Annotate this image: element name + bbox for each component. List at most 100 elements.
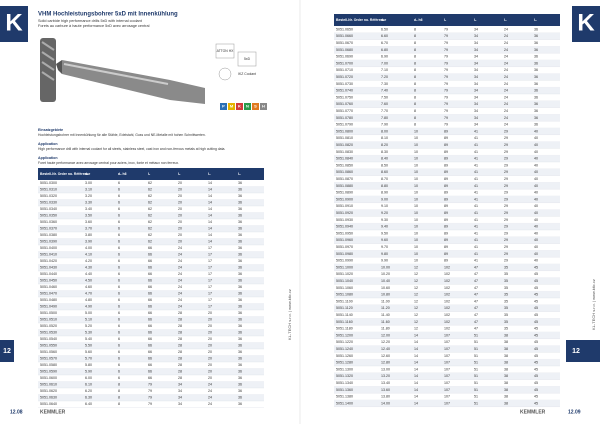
table-cell: 89 [444, 184, 448, 188]
logo: K [577, 9, 595, 36]
table-cell: 6 [118, 363, 120, 367]
table-cell: 12 [414, 299, 418, 303]
table-cell: 107 [444, 395, 450, 399]
table-cell: 5051.0490 [40, 305, 57, 309]
table-cell: 41 [474, 157, 478, 161]
table-header: d₁ [381, 18, 385, 22]
row-stripe [334, 345, 560, 353]
table-cell: 79 [444, 55, 448, 59]
table-cell: 14 [414, 401, 418, 405]
table-cell: 41 [474, 238, 478, 242]
table-cell: 24 [178, 292, 182, 296]
table-cell: 20 [208, 344, 212, 348]
table-cell: 20 [208, 350, 212, 354]
table-cell: 13.60 [381, 388, 390, 392]
desc-text: High performance drill with internal coo… [38, 147, 225, 151]
table-cell: 14 [414, 361, 418, 365]
table-cell: 5051.0530 [40, 331, 57, 335]
row-stripe [334, 318, 560, 326]
table-cell: 34 [474, 75, 478, 79]
table-cell: 79 [444, 89, 448, 93]
table-cell: 41 [474, 163, 478, 167]
table-cell: 62 [148, 194, 152, 198]
chapter-number: 12 [572, 348, 580, 355]
row-stripe [334, 332, 560, 339]
table-cell: 35 [504, 299, 508, 303]
table-cell: 66 [148, 357, 152, 361]
table-cell: 5051.0920 [336, 211, 353, 215]
table-cell: 6.40 [85, 402, 92, 406]
table-cell: 45 [534, 279, 538, 283]
table-cell: 12 [414, 265, 418, 269]
page-number: 12.09 [568, 409, 581, 415]
table-cell: 45 [534, 293, 538, 297]
table-cell: 17 [208, 279, 212, 283]
table-cell: 66 [148, 292, 152, 296]
table-cell: 40 [534, 157, 538, 161]
table-cell: 10 [414, 163, 418, 167]
table-cell: 40 [534, 218, 538, 222]
table-cell: 8.00 [381, 129, 388, 133]
table-cell: 8 [118, 396, 120, 400]
table-cell: 14 [208, 188, 212, 192]
table-cell: 13.40 [381, 381, 390, 385]
material-box [236, 103, 243, 110]
table-cell: 5051.0910 [336, 204, 353, 208]
table-cell: 24 [178, 246, 182, 250]
table-cell: 10 [414, 231, 418, 235]
table-cell: 5051.0450 [40, 279, 57, 283]
table-cell: 24 [504, 82, 508, 86]
table-cell: 102 [444, 327, 450, 331]
table-cell: 8 [414, 55, 416, 59]
table-cell: 45 [534, 361, 538, 365]
table-cell: 89 [444, 129, 448, 133]
table-cell: 6 [118, 227, 120, 231]
row-stripe [38, 355, 264, 362]
table-cell: 40 [534, 129, 538, 133]
table-cell: 66 [148, 246, 152, 250]
table-cell: 36 [238, 292, 242, 296]
table-cell: 79 [148, 396, 152, 400]
table-cell: 12.20 [381, 340, 390, 344]
table-cell: 20 [208, 363, 212, 367]
table-cell: 4.30 [85, 266, 92, 270]
table-cell: 89 [444, 252, 448, 256]
table-cell: 51 [474, 381, 478, 385]
table-cell: 24 [504, 123, 508, 127]
table-cell: 24 [504, 61, 508, 65]
table-cell: 10 [414, 259, 418, 263]
table-cell: 36 [534, 55, 538, 59]
table-cell: 79 [444, 116, 448, 120]
table-cell: 62 [148, 233, 152, 237]
table-cell: 34 [474, 95, 478, 99]
table-cell: 24 [504, 34, 508, 38]
table-cell: 29 [504, 157, 508, 161]
table-cell: 10 [414, 191, 418, 195]
table-cell: 5051.1200 [336, 333, 353, 337]
table-cell: 102 [444, 286, 450, 290]
table-cell: 45 [534, 320, 538, 324]
table-cell: 35 [504, 272, 508, 276]
table-cell: 40 [534, 252, 538, 256]
table-cell: 45 [534, 374, 538, 378]
table-cell: 17 [208, 285, 212, 289]
table-cell: 12 [414, 327, 418, 331]
table-cell: 36 [238, 214, 242, 218]
table-cell: 5051.0900 [336, 197, 353, 201]
table-cell: 6 [118, 285, 120, 289]
row-stripe [334, 372, 560, 380]
table-cell: 10 [414, 252, 418, 256]
table-cell: 66 [148, 337, 152, 341]
table-cell: 28 [178, 331, 182, 335]
table-cell: 28 [178, 311, 182, 315]
table-cell: 36 [238, 181, 242, 185]
table-cell: 5051.0600 [40, 376, 57, 380]
table-cell: 8 [414, 41, 416, 45]
table-cell: 5051.0810 [336, 136, 353, 140]
table-header: l₁ [148, 172, 151, 176]
table-cell: 29 [504, 163, 508, 167]
chapter-tab [0, 340, 14, 362]
table-cell: 107 [444, 374, 450, 378]
table-cell: 10 [414, 238, 418, 242]
table-cell: 11.60 [381, 320, 390, 324]
